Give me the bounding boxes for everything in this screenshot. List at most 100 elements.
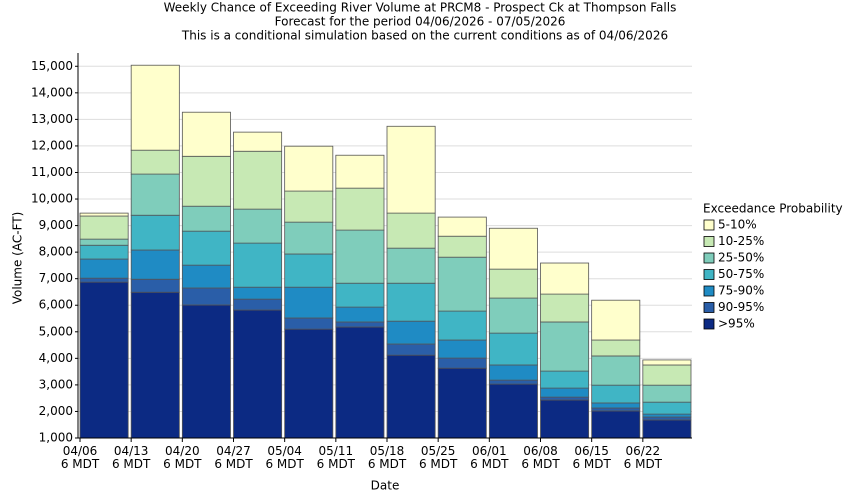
- y-tick-label: 5,000: [39, 324, 73, 338]
- bar-segment: [488, 383, 538, 439]
- x-tick-label: 06/22 6 MDT: [623, 444, 663, 471]
- bar-segment: [79, 277, 129, 283]
- legend-swatch: [703, 252, 715, 264]
- bar-segment: [79, 212, 129, 217]
- bar-segment: [642, 419, 692, 439]
- bar-segment: [591, 384, 641, 404]
- legend-label: >95%: [718, 317, 755, 331]
- x-tick-label: 06/01 6 MDT: [470, 444, 509, 471]
- chart-subtitle: Forecast for the period 04/06/2026 - 07/…: [275, 15, 566, 29]
- bar-segment: [233, 298, 283, 311]
- y-tick-label: 13,000: [31, 112, 73, 126]
- bar-segment: [488, 364, 538, 381]
- bar-segment: [386, 282, 436, 322]
- bar-segment: [181, 111, 231, 157]
- bar-segment: [181, 230, 231, 266]
- bar-segment: [386, 212, 436, 249]
- bar-segment: [181, 264, 231, 289]
- y-tick-label: 4,000: [39, 351, 73, 365]
- bar-segment: [642, 364, 692, 386]
- bar-segment: [130, 149, 180, 175]
- bar-segment: [386, 247, 436, 284]
- bar-segment: [437, 310, 487, 341]
- bar-segment: [540, 262, 590, 295]
- bar-segment: [591, 407, 641, 412]
- x-axis-label: Date: [371, 479, 400, 493]
- bar-segment: [488, 268, 538, 299]
- legend-label: 25-50%: [718, 251, 764, 265]
- x-tick-label: 05/18 6 MDT: [367, 444, 407, 471]
- bar-segment: [642, 384, 692, 403]
- bar-segment: [335, 154, 385, 189]
- legend-label: 5-10%: [718, 218, 757, 232]
- bar-segment: [233, 309, 283, 439]
- bar-segment: [284, 286, 334, 319]
- y-tick-label: 11,000: [31, 165, 73, 179]
- bar-segment: [130, 291, 180, 439]
- bar-segment: [540, 399, 590, 439]
- bar-segment: [437, 256, 487, 312]
- bar-segment: [284, 328, 334, 439]
- legend-swatch: [703, 285, 715, 297]
- bar-segment: [488, 227, 538, 270]
- x-tick-label: 05/25 6 MDT: [418, 444, 458, 471]
- bar-segment: [437, 367, 487, 439]
- bar-segment: [386, 320, 436, 345]
- y-tick-label: 7,000: [39, 271, 73, 285]
- bar-segment: [386, 343, 436, 356]
- y-tick-label: 9,000: [39, 218, 73, 232]
- y-tick-label: 6,000: [39, 298, 73, 312]
- bar-segment: [335, 229, 385, 284]
- x-tick-label: 04/06 6 MDT: [60, 444, 100, 471]
- bar-segment: [284, 190, 334, 223]
- bar-segment: [233, 242, 283, 288]
- bar-segment: [591, 410, 641, 439]
- x-tick-label: 04/13 6 MDT: [111, 444, 151, 471]
- bar-segment: [540, 370, 590, 389]
- y-tick-label: 12,000: [31, 138, 73, 152]
- legend-swatch: [703, 302, 715, 313]
- bar-segment: [284, 145, 334, 192]
- chart-subtitle: This is a conditional simulation based o…: [181, 29, 668, 43]
- y-tick-label: 1,000: [39, 431, 73, 445]
- bar-segment: [642, 359, 692, 366]
- bar-segment: [181, 155, 231, 207]
- legend-label: 75-90%: [718, 284, 764, 298]
- y-tick-label: 3,000: [39, 377, 73, 391]
- legend-swatch: [703, 318, 715, 330]
- bar-segment: [437, 339, 487, 359]
- bar-segment: [386, 125, 436, 214]
- bar-segment: [488, 297, 538, 334]
- x-tick-label: 04/27 6 MDT: [214, 444, 253, 471]
- y-tick-label: 8,000: [39, 245, 73, 259]
- legend-swatch: [703, 219, 715, 231]
- legend-label: 50-75%: [718, 267, 764, 281]
- bar-segment: [130, 173, 180, 216]
- legend-swatch: [703, 269, 715, 280]
- bar-segment: [181, 304, 231, 439]
- y-tick-label: 10,000: [31, 192, 73, 206]
- bar-segment: [591, 355, 641, 386]
- bar-segment: [335, 321, 385, 328]
- bar-segment: [181, 205, 231, 232]
- bar-segment: [591, 299, 641, 341]
- bar-segment: [233, 286, 283, 300]
- bar-segment: [540, 321, 590, 372]
- bar-segment: [130, 214, 180, 251]
- x-tick-label: 04/20 6 MDT: [163, 444, 202, 471]
- y-tick-label: 15,000: [31, 59, 73, 73]
- bar-segment: [335, 187, 385, 231]
- y-axis-label: Volume (AC-FT): [11, 212, 25, 305]
- bar-segment: [79, 281, 129, 439]
- bar-segment: [233, 208, 283, 244]
- bar-segment: [437, 235, 487, 258]
- legend-swatch: [703, 236, 715, 247]
- legend-title: Exceedance Probability: [703, 202, 843, 216]
- bar-segment: [79, 244, 129, 260]
- bar-segment: [488, 379, 538, 385]
- bar-segment: [130, 64, 180, 151]
- bar-segment: [79, 258, 129, 279]
- bar-segment: [284, 317, 334, 330]
